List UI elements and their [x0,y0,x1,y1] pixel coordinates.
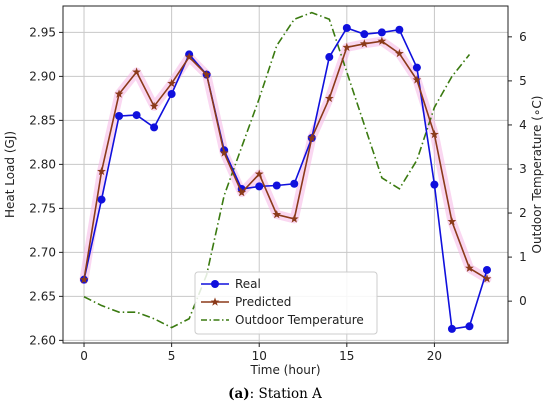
y-tick-label-right: 3 [519,162,527,176]
right-axis: 0 1 2 3 4 5 6 [508,30,527,308]
y-tick-label-left: 2.70 [29,245,56,259]
legend-label: Outdoor Temperature [235,313,364,327]
x-axis-title: Time (hour) [249,363,320,377]
y-tick-label-right: 4 [519,118,527,132]
prediction-highlight-band [79,36,492,285]
legend-marker-predicted [210,297,220,306]
data-point-real [482,265,491,274]
left-axis: 2.60 2.65 2.70 2.75 2.80 2.85 2.90 2.95 [29,25,63,347]
data-point-real [132,111,141,120]
series-line-predicted [83,40,488,280]
legend-marker-real [211,280,219,288]
y-tick-label-right: 6 [519,30,527,44]
y-tick-label-left: 2.95 [29,25,56,39]
plot-frame [62,5,509,344]
legend-label: Real [235,277,261,291]
y-tick-label-left: 2.60 [29,333,56,347]
chart: 2.60 2.65 2.70 2.75 2.80 2.85 2.90 2.95 0 1 2 3 4 5 6… [3,5,544,377]
data-point-predicted [342,42,352,52]
x-tick-label: 10 [252,349,267,363]
data-point-predicted [97,166,106,176]
y-tick-label-right: 0 [519,294,527,308]
legend-label: Predicted [235,295,291,309]
data-point-real [377,28,386,37]
x-tick-label: 5 [168,349,176,363]
data-point-predicted [465,263,474,272]
caption-text: : Station A [249,386,322,402]
data-point-real [360,30,369,39]
y-tick-label-left: 2.85 [29,113,56,127]
data-point-predicted [167,78,176,88]
legend-box [194,271,378,335]
data-point-predicted [237,187,247,197]
y-tick-label-right: 5 [519,74,527,88]
data-point-real [412,63,421,72]
figure-caption: (a): Station A [0,386,550,402]
data-point-predicted [254,169,264,178]
y-tick-label-left: 2.90 [29,69,56,83]
x-tick-label: 15 [339,349,354,363]
data-point-predicted [324,93,334,103]
data-point-predicted [447,216,457,226]
y-tick-label-left: 2.80 [29,157,56,171]
data-point-predicted [412,75,422,84]
data-point-predicted [430,129,439,139]
data-point-predicted [359,39,369,48]
bottom-axis: 0 5 10 15 20 [80,343,442,363]
y-tick-label-left: 2.75 [29,201,56,215]
x-tick-label: 20 [427,349,442,363]
series-line-temperature [83,11,471,329]
prediction-highlight [79,36,492,285]
left-axis-title: Heat Load (GJ) [3,131,17,218]
right-axis-title: Outdoor Temperature (∘C) [530,96,544,254]
x-tick-label: 0 [80,349,88,363]
data-point-real [342,23,351,32]
data-point-predicted [307,133,317,142]
data-point-predicted [184,52,194,61]
data-point-predicted [202,70,212,79]
series-layer [79,11,492,333]
data-point-real [272,181,281,190]
data-point-predicted [395,48,404,58]
y-tick-label-right: 2 [519,206,527,220]
data-point-predicted [482,274,492,283]
y-tick-label-right: 1 [519,250,527,264]
y-tick-label-left: 2.65 [29,289,56,303]
data-point-predicted [289,214,299,223]
legend: Real Predicted Outdoor Temperature [194,271,378,335]
data-point-real [430,180,439,189]
data-point-real [255,182,264,191]
data-point-predicted [114,89,124,98]
data-point-predicted [377,36,387,45]
data-point-real [465,322,474,331]
data-point-predicted [79,275,89,284]
data-point-real [395,25,404,34]
data-point-predicted [132,67,141,76]
data-point-real [150,123,159,132]
data-point-real [447,324,456,333]
data-point-real [325,53,334,62]
data-point-predicted [272,209,282,219]
data-point-predicted [149,101,159,111]
data-point-real [167,89,176,98]
caption-prefix: (a) [228,386,250,402]
data-point-real [115,111,124,120]
data-point-real [97,195,106,204]
data-point-real [290,179,299,188]
data-point-predicted [219,148,229,157]
